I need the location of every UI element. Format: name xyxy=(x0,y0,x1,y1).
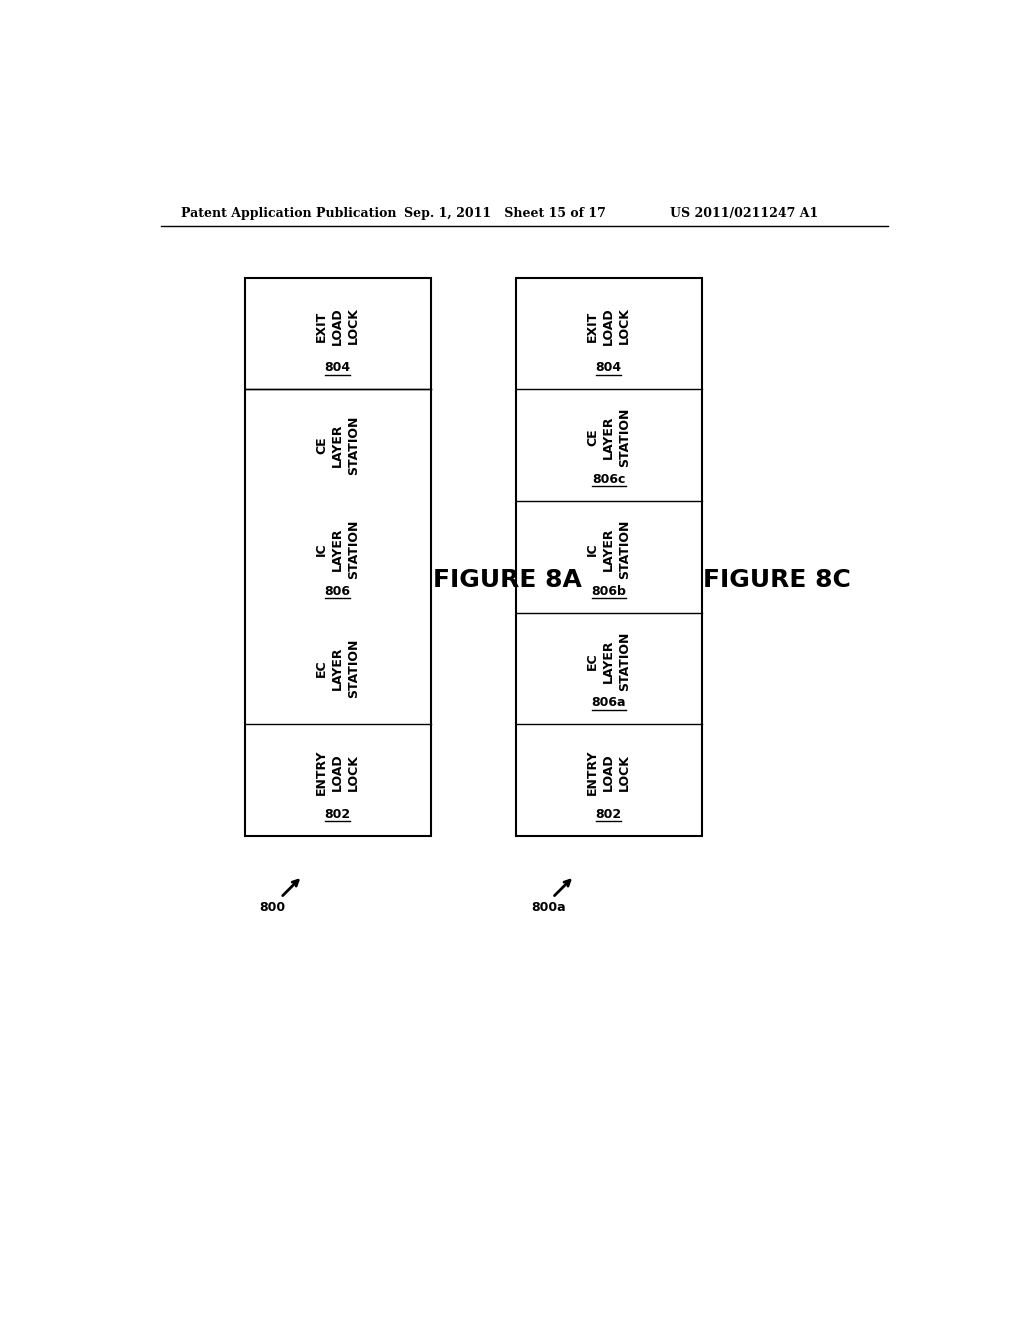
Text: FIGURE 8C: FIGURE 8C xyxy=(703,568,851,591)
Text: CE
LAYER
STATION: CE LAYER STATION xyxy=(586,408,631,467)
Text: 806a: 806a xyxy=(592,696,626,709)
Text: 806b: 806b xyxy=(591,585,626,598)
Text: 800: 800 xyxy=(259,902,286,915)
Text: FIGURE 8A: FIGURE 8A xyxy=(433,568,583,591)
Text: ENTRY
LOAD
LOCK: ENTRY LOAD LOCK xyxy=(586,750,631,795)
Bar xyxy=(245,277,431,836)
Text: ENTRY
LOAD
LOCK: ENTRY LOAD LOCK xyxy=(315,750,360,795)
Text: CE
LAYER
STATION: CE LAYER STATION xyxy=(315,416,360,475)
Text: 806: 806 xyxy=(325,585,350,598)
Text: 802: 802 xyxy=(596,808,622,821)
Text: 804: 804 xyxy=(325,362,351,375)
Bar xyxy=(515,277,701,836)
Text: EC
LAYER
STATION: EC LAYER STATION xyxy=(315,639,360,698)
Text: EC
LAYER
STATION: EC LAYER STATION xyxy=(586,631,631,690)
Text: EXIT
LOAD
LOCK: EXIT LOAD LOCK xyxy=(315,308,360,345)
Text: Sep. 1, 2011   Sheet 15 of 17: Sep. 1, 2011 Sheet 15 of 17 xyxy=(403,207,606,220)
Text: US 2011/0211247 A1: US 2011/0211247 A1 xyxy=(670,207,818,220)
Text: Patent Application Publication: Patent Application Publication xyxy=(180,207,396,220)
Text: 806c: 806c xyxy=(592,473,626,486)
Text: 804: 804 xyxy=(596,362,622,375)
Text: IC
LAYER
STATION: IC LAYER STATION xyxy=(586,520,631,579)
Text: 802: 802 xyxy=(325,808,351,821)
Text: 800a: 800a xyxy=(531,902,565,915)
Text: IC
LAYER
STATION: IC LAYER STATION xyxy=(315,520,360,579)
Text: EXIT
LOAD
LOCK: EXIT LOAD LOCK xyxy=(586,308,631,345)
